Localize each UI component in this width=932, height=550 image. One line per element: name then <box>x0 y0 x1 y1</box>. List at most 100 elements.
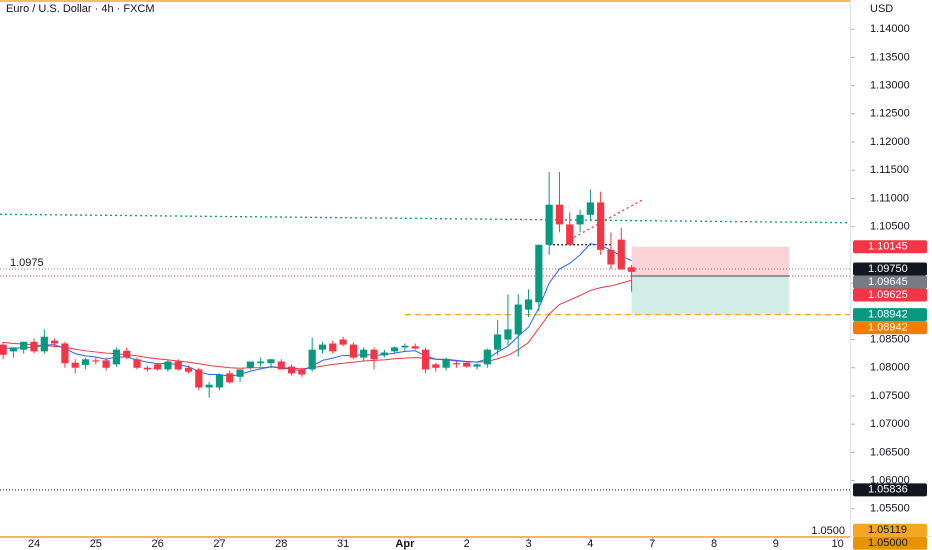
candle-body <box>442 359 450 368</box>
candle-body <box>349 344 357 358</box>
y-tick-label: 1.06500 <box>870 446 910 458</box>
candle-body <box>0 344 7 355</box>
trend-line <box>569 199 643 241</box>
candle-body <box>92 360 100 362</box>
candle-body <box>401 345 409 348</box>
price-badge-box <box>853 240 927 254</box>
y-tick-label: 1.12500 <box>870 108 910 120</box>
chart-title: Euro / U.S. Dollar · 4h · FXCM <box>6 3 155 15</box>
price-badge-box <box>853 288 927 302</box>
x-tick-label: 28 <box>275 538 287 550</box>
candle-body <box>514 304 522 335</box>
candle-body <box>607 249 615 265</box>
y-tick-label: 1.05500 <box>870 503 910 515</box>
candle-body <box>360 349 368 358</box>
x-tick-label: 7 <box>649 538 655 550</box>
price-badge-box <box>853 275 927 289</box>
price-badge: 1.09750 <box>853 262 927 276</box>
plot-area: 1.1450 1.0975 1.0500 <box>0 0 851 538</box>
candle-body <box>257 361 265 364</box>
price-badge-label: 1.05119 <box>868 524 907 536</box>
candle-body <box>174 361 182 370</box>
candle-body <box>473 364 481 367</box>
price-badge-label: 1.08942 <box>868 321 908 333</box>
price-badge: 1.10145 <box>853 240 927 254</box>
y-tick-label: 1.11500 <box>870 164 909 176</box>
candle-body <box>524 299 533 310</box>
price-badge-label: 1.05000 <box>868 537 908 549</box>
x-tick-label: 2 <box>464 538 470 550</box>
candle-body <box>452 363 461 365</box>
candle-body <box>267 359 275 364</box>
candle-body <box>215 374 224 388</box>
x-tick-label: 8 <box>711 538 717 550</box>
y-tick-label: 1.08500 <box>870 333 910 345</box>
candle-body <box>133 359 141 368</box>
price-badge: 1.08942 <box>853 321 927 335</box>
price-badge-label: 1.10145 <box>868 241 908 253</box>
candle-body <box>597 202 605 250</box>
candle-body <box>586 202 594 215</box>
x-tick-label: 4 <box>587 538 593 550</box>
candle-body <box>298 369 306 375</box>
candle-body <box>30 341 38 352</box>
candle-body <box>339 339 347 345</box>
x-tick-label: 26 <box>152 538 164 550</box>
x-tick-label: 10 <box>832 538 844 550</box>
x-tick-label: Apr <box>395 538 415 550</box>
candle-body <box>504 329 512 340</box>
candle-body <box>308 349 316 370</box>
y-tick-label: 1.14000 <box>870 23 910 35</box>
x-tick-label: 27 <box>213 538 225 550</box>
target-zone <box>631 276 790 315</box>
candle-body <box>9 347 17 352</box>
candle-body <box>123 350 131 358</box>
price-badge: 1.05000 <box>853 536 927 550</box>
candle-body <box>71 362 79 368</box>
y-tick-label: 1.13500 <box>870 51 910 63</box>
price-badge: 1.05836 <box>853 483 927 497</box>
x-tick-label: 24 <box>28 538 40 550</box>
x-tick-label: 25 <box>90 538 102 550</box>
x-tick-label: 31 <box>337 538 349 550</box>
price-badge-label: 1.05836 <box>868 484 908 496</box>
price-badge: 1.09625 <box>853 288 927 302</box>
candle-body <box>411 346 419 349</box>
candle-body <box>226 373 234 383</box>
candle-body <box>494 334 502 350</box>
candle-body <box>545 204 553 245</box>
candle-body <box>370 349 378 360</box>
candle-body <box>463 362 471 367</box>
candle-body <box>277 361 285 370</box>
currency-label: USD <box>870 3 893 15</box>
candle-body <box>102 360 110 368</box>
level-label: 1.1450 <box>811 0 845 1</box>
y-tick-label: 1.10500 <box>870 221 910 233</box>
moving-average <box>3 279 632 370</box>
candle-body <box>51 340 59 344</box>
price-badge: 1.08942 <box>853 308 927 322</box>
y-tick-label: 1.07500 <box>870 390 910 402</box>
candle-body <box>380 352 388 356</box>
trend-line <box>0 213 851 224</box>
candle-body <box>391 347 399 352</box>
x-tick-label: 3 <box>525 538 531 550</box>
candle-body <box>617 239 625 270</box>
y-tick-label: 1.08000 <box>870 362 910 374</box>
y-tick-label: 1.13000 <box>870 80 910 92</box>
candle-body <box>195 369 203 388</box>
candle-body <box>329 343 337 352</box>
candle-body <box>40 336 48 352</box>
candle-body <box>246 361 254 368</box>
candle-body <box>627 267 636 272</box>
y-tick-label: 1.07000 <box>870 418 910 430</box>
price-badge-label: 1.09645 <box>868 276 908 288</box>
price-badge-box <box>853 262 927 276</box>
level-label: 1.0975 <box>10 257 44 269</box>
candle-body <box>81 359 90 365</box>
price-badge-label: 1.09625 <box>868 289 908 301</box>
y-tick-label: 1.12000 <box>870 136 910 148</box>
price-badge-label: 1.08942 <box>868 308 908 320</box>
